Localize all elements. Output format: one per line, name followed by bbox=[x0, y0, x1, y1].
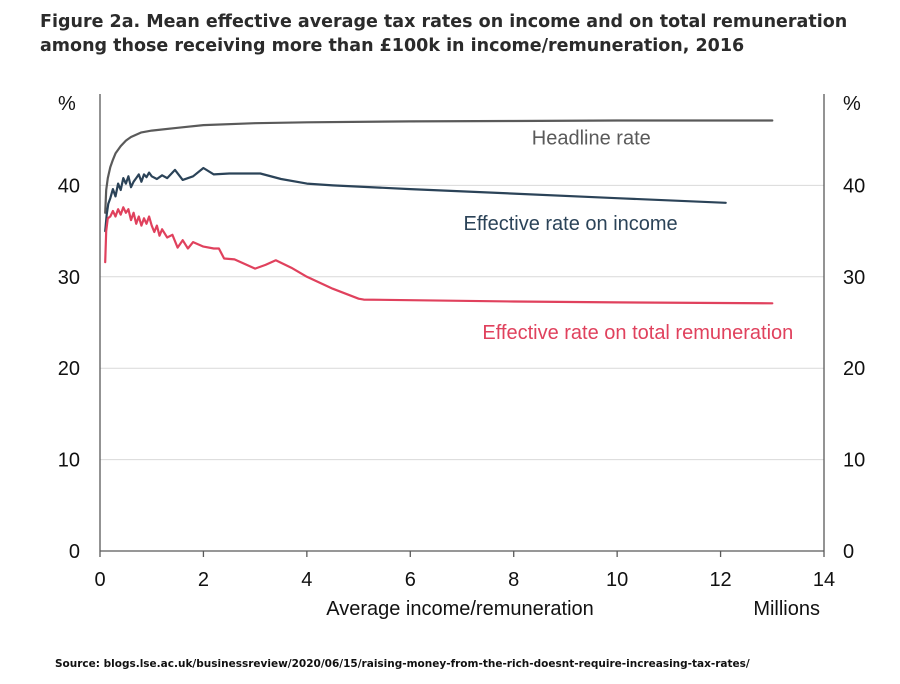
y-axis-unit-left: % bbox=[58, 93, 76, 115]
y-tick-label-right: 0 bbox=[843, 541, 854, 563]
y-tick-label-right: 40 bbox=[843, 175, 865, 197]
y-tick-label-right: 20 bbox=[843, 358, 865, 380]
x-tick-label: 4 bbox=[301, 569, 312, 591]
x-tick-label: 12 bbox=[709, 569, 731, 591]
x-tick-label: 6 bbox=[405, 569, 416, 591]
x-tick-label: 8 bbox=[508, 569, 519, 591]
footer-band bbox=[0, 632, 900, 684]
series-line-effective-rate-on-total-remuneration bbox=[104, 206, 774, 305]
y-axis-unit-right: % bbox=[843, 93, 861, 115]
x-axis-unit: Millions bbox=[753, 598, 820, 620]
x-axis-title: Average income/remuneration bbox=[326, 598, 594, 620]
series-label: Effective rate on total remuneration bbox=[482, 322, 793, 344]
x-tick-label: 10 bbox=[606, 569, 628, 591]
x-tick-label: 0 bbox=[94, 569, 105, 591]
series-line-headline-rate bbox=[104, 119, 774, 214]
chart-title: Figure 2a. Mean effective average tax ra… bbox=[40, 12, 848, 56]
x-tick-label: 14 bbox=[813, 569, 835, 591]
y-tick-label-left: 20 bbox=[58, 358, 80, 380]
series-line-effective-rate-on-income bbox=[104, 166, 727, 233]
y-tick-label-left: 0 bbox=[69, 541, 80, 563]
series-label: Effective rate on income bbox=[463, 213, 677, 235]
series-label: Headline rate bbox=[532, 127, 651, 149]
y-tick-label-right: 10 bbox=[843, 450, 865, 472]
source-note: Source: blogs.lse.ac.uk/businessreview/2… bbox=[55, 658, 750, 670]
y-tick-label-right: 30 bbox=[843, 267, 865, 289]
y-tick-label-left: 10 bbox=[58, 450, 80, 472]
x-tick-label: 2 bbox=[198, 569, 209, 591]
y-tick-label-left: 40 bbox=[58, 175, 80, 197]
y-tick-label-left: 30 bbox=[58, 267, 80, 289]
